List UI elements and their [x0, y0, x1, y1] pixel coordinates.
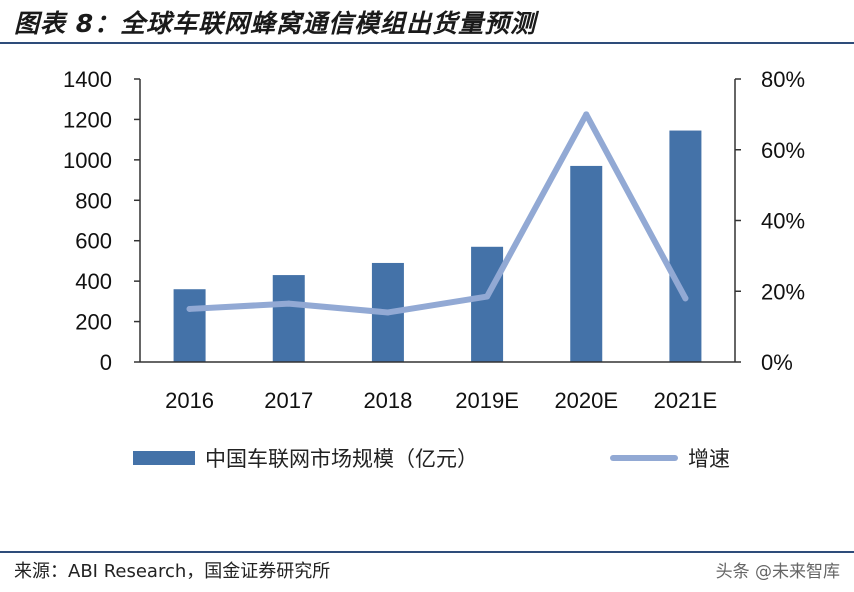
legend-line-label: 增速	[688, 447, 730, 471]
bar-2019E	[471, 246, 504, 362]
y-left-tick-label: 400	[75, 269, 112, 294]
growth-point-2020E	[583, 111, 590, 118]
x-tick-label: 2021E	[654, 388, 718, 413]
watermark: 头条 @未来智库	[715, 562, 840, 582]
bar-2020E	[570, 165, 603, 362]
y-right-tick-label: 0%	[761, 350, 793, 375]
x-tick-label: 2018	[363, 388, 412, 413]
x-tick-label: 2016	[165, 388, 214, 413]
growth-point-2021E	[682, 295, 689, 302]
bar-2016	[173, 289, 206, 362]
y-left-tick-label: 200	[75, 310, 112, 335]
chart-title: 图表 8：全球车联网蜂窝通信模组出货量预测	[14, 9, 537, 38]
y-right-tick-label: 80%	[761, 67, 805, 92]
y-right-tick-label: 40%	[761, 209, 805, 234]
x-tick-label: 2019E	[455, 388, 519, 413]
bar-2021E	[669, 130, 702, 362]
y-left-tick-label: 1400	[63, 67, 112, 92]
y-right-tick-label: 20%	[761, 279, 805, 304]
title-underline	[0, 42, 854, 44]
x-tick-label: 2020E	[554, 388, 618, 413]
y-left-tick-label: 0	[100, 350, 112, 375]
growth-point-2016	[186, 305, 193, 312]
x-tick-label: 2017	[264, 388, 313, 413]
growth-point-2018	[384, 309, 391, 316]
source-note: 来源：ABI Research，国金证券研究所	[14, 561, 331, 582]
legend-bar-swatch	[133, 451, 195, 465]
growth-rate-line	[186, 111, 689, 316]
source-divider	[0, 551, 854, 553]
y-left-tick-label: 1200	[63, 107, 112, 132]
y-right-tick-label: 60%	[761, 138, 805, 163]
y-left-tick-label: 800	[75, 188, 112, 213]
bar-2017	[272, 275, 305, 362]
y-left-tick-label: 600	[75, 229, 112, 254]
y-left-tick-label: 1000	[63, 148, 112, 173]
growth-point-2017	[285, 300, 292, 307]
legend-bar-label: 中国车联网市场规模（亿元）	[205, 447, 478, 471]
chart: 0 200 400 600 800 1000 1200 1400 0% 20% 40% 60% 80% 2…	[63, 67, 805, 471]
growth-point-2019E	[484, 293, 491, 300]
